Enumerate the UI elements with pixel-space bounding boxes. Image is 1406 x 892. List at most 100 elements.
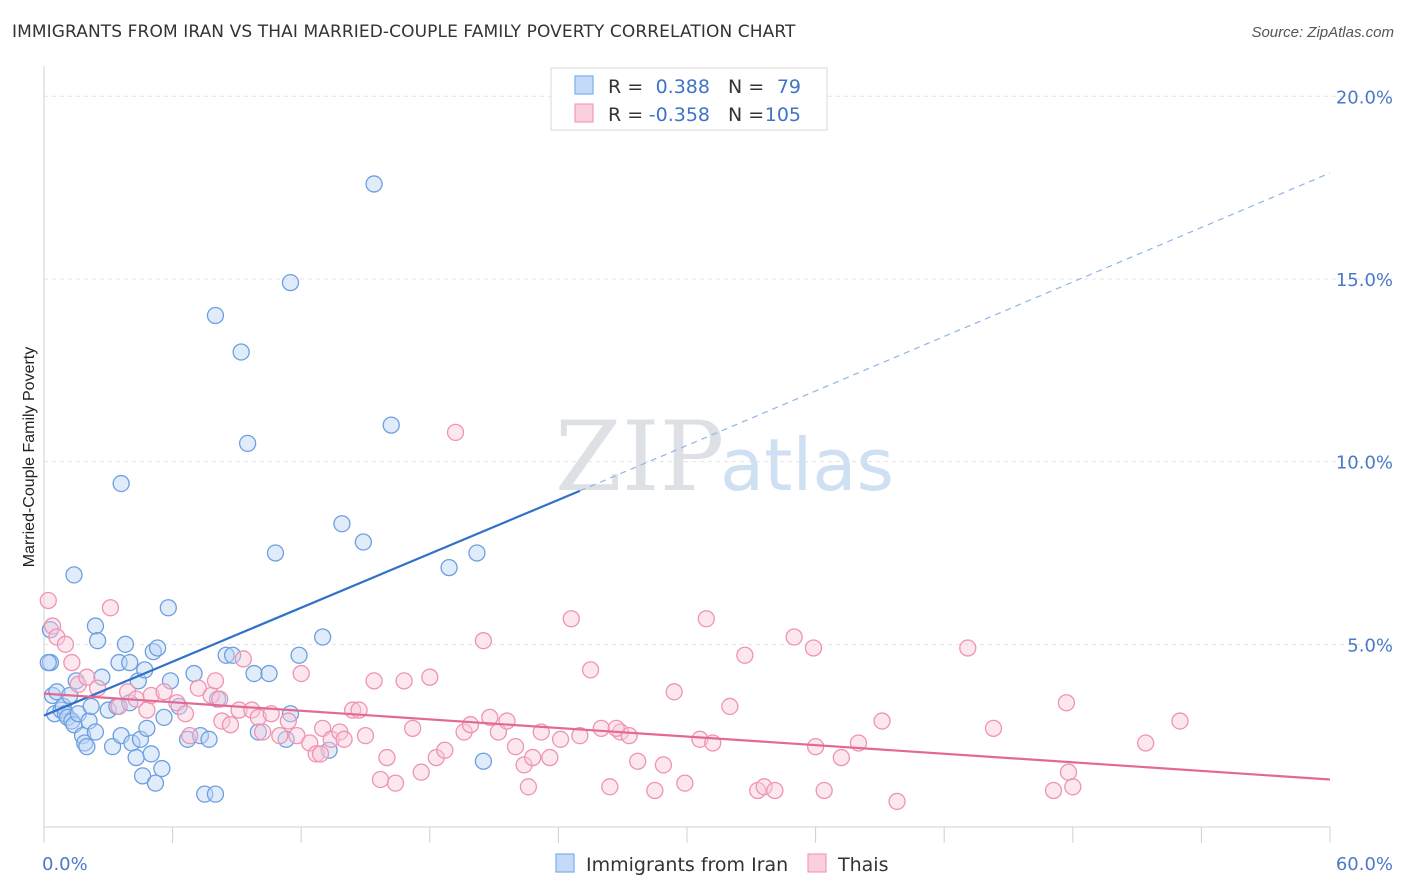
thai-point [446, 423, 465, 442]
trend-line-thai [43, 692, 1331, 781]
iran-point [82, 697, 100, 716]
thai-point [1059, 763, 1078, 781]
thai-point [984, 719, 1003, 738]
thai-point [307, 745, 325, 763]
legend-n-value-thai: 105 [765, 104, 801, 126]
iran-point [39, 653, 57, 672]
iran-point [200, 730, 218, 748]
thai-point [1171, 712, 1189, 730]
trend-line-iran [43, 489, 581, 717]
iran-point [78, 737, 96, 756]
thai-point [189, 679, 207, 697]
thai-point [766, 781, 784, 800]
thai-point [253, 723, 272, 741]
thai-point [519, 778, 538, 796]
thai-point [1044, 781, 1063, 800]
thai-point [629, 752, 647, 770]
iran-point [223, 646, 242, 664]
iran-point [313, 628, 332, 646]
iran-point [99, 701, 117, 719]
thai-point [1137, 734, 1155, 752]
legend-n-label-thai: N = [728, 104, 764, 126]
thai-point [815, 781, 833, 800]
thai-point [356, 727, 375, 745]
thai-point [371, 770, 390, 789]
thai-point [785, 628, 803, 646]
iran-point [65, 566, 83, 584]
thai-point [335, 730, 353, 748]
thai-point [804, 639, 823, 657]
thai-point [56, 635, 75, 653]
chart-title: IMMIGRANTS FROM IRAN VS THAI MARRIED-COU… [12, 22, 796, 42]
legend-r-value-iran: 0.388 [656, 76, 710, 98]
thai-point [1057, 694, 1076, 712]
thai-point [1064, 778, 1082, 796]
iran-point [133, 767, 152, 785]
thai-point [959, 639, 977, 657]
iran-point [206, 785, 225, 803]
watermark-atlas: atlas [720, 423, 894, 507]
thai-point [436, 741, 454, 759]
thai-point [601, 778, 619, 796]
iran-point [159, 599, 177, 617]
thai-point [78, 668, 96, 686]
thai-point [101, 599, 120, 617]
y-tick-label: 15.0% [1336, 270, 1393, 291]
iran-point [354, 533, 373, 551]
watermark: ZIP atlas [555, 401, 894, 513]
chart-source: Source: ZipAtlas.com [1251, 24, 1394, 41]
axes [43, 66, 1331, 843]
thai-point [176, 705, 195, 723]
thai-point [571, 727, 589, 745]
iran-point [320, 741, 338, 759]
thai-point [691, 730, 709, 748]
series-immigrants-from-iran [39, 175, 493, 803]
thai-point [506, 737, 525, 756]
thai-point [288, 727, 306, 745]
iran-point [86, 723, 105, 741]
thai-point [292, 664, 310, 683]
thai-point [697, 610, 715, 628]
legend-n-label-iran: N = [728, 76, 764, 98]
thai-point [211, 690, 229, 708]
iran-point [290, 646, 308, 664]
iran-point [155, 708, 173, 727]
legend-swatch-iran [574, 75, 594, 95]
thai-point [110, 697, 128, 716]
legend-top-box [550, 67, 828, 131]
thai-point [541, 748, 559, 767]
iran-point [121, 653, 139, 672]
watermark-zip: ZIP [555, 401, 724, 513]
thai-point [524, 748, 542, 767]
legend-r-value-thai: -0.358 [649, 104, 710, 126]
legend-bottom-label-iran: Immigrants from Iran [586, 854, 788, 876]
iran-point [238, 434, 257, 453]
thai-point [221, 716, 240, 734]
iran-point [88, 632, 107, 650]
iran-point [232, 343, 250, 361]
grid-lines [44, 95, 1394, 645]
iran-point [146, 774, 165, 792]
thai-point [271, 727, 289, 745]
thai-point [378, 748, 396, 767]
thai-point [365, 672, 383, 690]
x-tick-label: 60.0% [1336, 854, 1393, 875]
legend-swatch-thai [574, 103, 594, 123]
y-tick-label: 5.0% [1347, 635, 1393, 656]
thai-point [234, 650, 252, 668]
iran-point [281, 273, 300, 292]
thai-point [206, 672, 225, 690]
iran-point [153, 759, 171, 778]
legend-n-value-iran: 79 [777, 76, 801, 98]
thai-point [138, 701, 156, 719]
iran-point [245, 664, 263, 683]
thai-point [736, 646, 754, 664]
thai-point [412, 763, 430, 781]
iran-point [86, 617, 105, 635]
thai-point [592, 719, 610, 738]
trend-lines [43, 172, 1331, 781]
iran-point [474, 752, 493, 770]
thai-point [721, 697, 739, 716]
thai-point [665, 683, 683, 701]
